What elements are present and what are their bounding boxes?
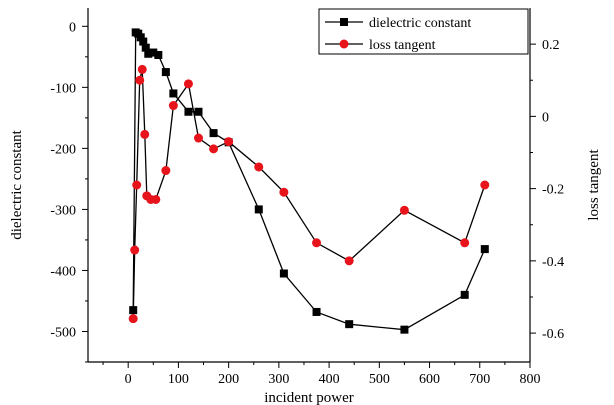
- series-markers: [128, 28, 490, 334]
- y-left-tick-label: -300: [50, 203, 76, 218]
- dielectric-constant-point: [184, 107, 193, 116]
- loss-tangent-line: [132, 69, 486, 319]
- loss-tangent-point: [140, 129, 150, 139]
- dielectric-constant-point: [480, 245, 489, 254]
- x-tick-label: 0: [125, 372, 132, 387]
- x-tick-label: 200: [218, 372, 239, 387]
- dielectric-constant-point: [141, 43, 150, 52]
- x-tick-label: 800: [520, 372, 541, 387]
- legend-label: loss tangent: [369, 38, 436, 53]
- dielectric-constant-point: [169, 89, 178, 98]
- loss-tangent-point: [344, 256, 354, 266]
- y-left-tick-label: 0: [69, 20, 76, 35]
- loss-tangent-point: [168, 101, 178, 111]
- x-tick-label: 300: [268, 372, 289, 387]
- dielectric-constant-point: [144, 49, 153, 58]
- x-tick-label: 100: [168, 372, 189, 387]
- loss-tangent-point: [151, 194, 161, 204]
- y-right-tick-label: 0: [542, 110, 549, 125]
- x-tick-label: 500: [369, 372, 390, 387]
- plot-frame: [87, 8, 531, 363]
- dielectric-constant-point: [149, 48, 158, 57]
- dielectric-constant-point: [161, 68, 170, 77]
- dielectric-constant-point: [129, 306, 138, 315]
- loss-tangent-point: [161, 166, 171, 176]
- dielectric-constant-line: [132, 31, 486, 331]
- y-right-tick-label: 0.2: [542, 38, 560, 53]
- loss-tangent-point: [135, 75, 145, 85]
- tick-labels: 0 100 200 300 400 500 600 700 800 0 -100 -200 -300 -4…: [50, 20, 564, 387]
- dielectric-constant-point: [254, 205, 263, 214]
- dielectric-constant-point: [345, 320, 354, 329]
- y-axis-right-title: loss tangent: [586, 149, 602, 221]
- loss-tangent-point: [128, 314, 138, 324]
- legend-box: [318, 8, 529, 55]
- x-tick-label: 400: [319, 372, 340, 387]
- loss-tangent-point: [254, 162, 264, 172]
- loss-tangent-point: [130, 245, 140, 255]
- loss-tangent-point: [183, 79, 193, 89]
- dielectric-constant-point: [139, 37, 148, 46]
- loss-tangent-point: [137, 64, 147, 74]
- legend-circle-marker: [339, 39, 349, 49]
- y-right-tick-label: -0.4: [542, 255, 564, 270]
- dielectric-constant-point: [400, 325, 409, 334]
- dielectric-constant-point: [136, 33, 145, 42]
- y-right-tick-label: -0.2: [542, 183, 564, 198]
- legend: dielectric constant loss tangent: [318, 8, 529, 55]
- legend-square-marker: [340, 18, 348, 26]
- y-right-tick-label: -0.6: [542, 327, 564, 342]
- x-axis-title: incident power: [264, 390, 354, 405]
- loss-tangent-point: [194, 133, 203, 143]
- loss-tangent-point: [312, 238, 322, 248]
- loss-tangent-point: [460, 238, 470, 248]
- loss-tangent-point: [224, 137, 234, 147]
- y-left-tick-label: -100: [50, 81, 76, 96]
- dielectric-constant-point: [154, 50, 163, 59]
- x-tick-label: 600: [419, 372, 440, 387]
- loss-tangent-point: [480, 180, 490, 190]
- dielectric-constant-point: [312, 307, 321, 316]
- dielectric-constant-point: [279, 269, 288, 278]
- loss-tangent-point: [132, 180, 142, 190]
- series-lines: [132, 31, 486, 331]
- loss-tangent-point: [279, 187, 289, 197]
- loss-tangent-point: [209, 144, 219, 154]
- x-tick-label: 700: [469, 372, 490, 387]
- tick-marks: [82, 25, 536, 368]
- y-left-tick-label: -500: [50, 325, 76, 340]
- loss-tangent-point: [399, 205, 409, 215]
- dielectric-constant-point: [209, 129, 218, 138]
- dielectric-constant-point: [194, 107, 203, 116]
- dielectric-constant-point: [460, 290, 469, 299]
- y-axis-left-title: dielectric constant: [9, 129, 25, 239]
- legend-label: dielectric constant: [369, 16, 471, 31]
- y-left-tick-label: -200: [50, 142, 76, 157]
- y-left-tick-label: -400: [50, 264, 76, 279]
